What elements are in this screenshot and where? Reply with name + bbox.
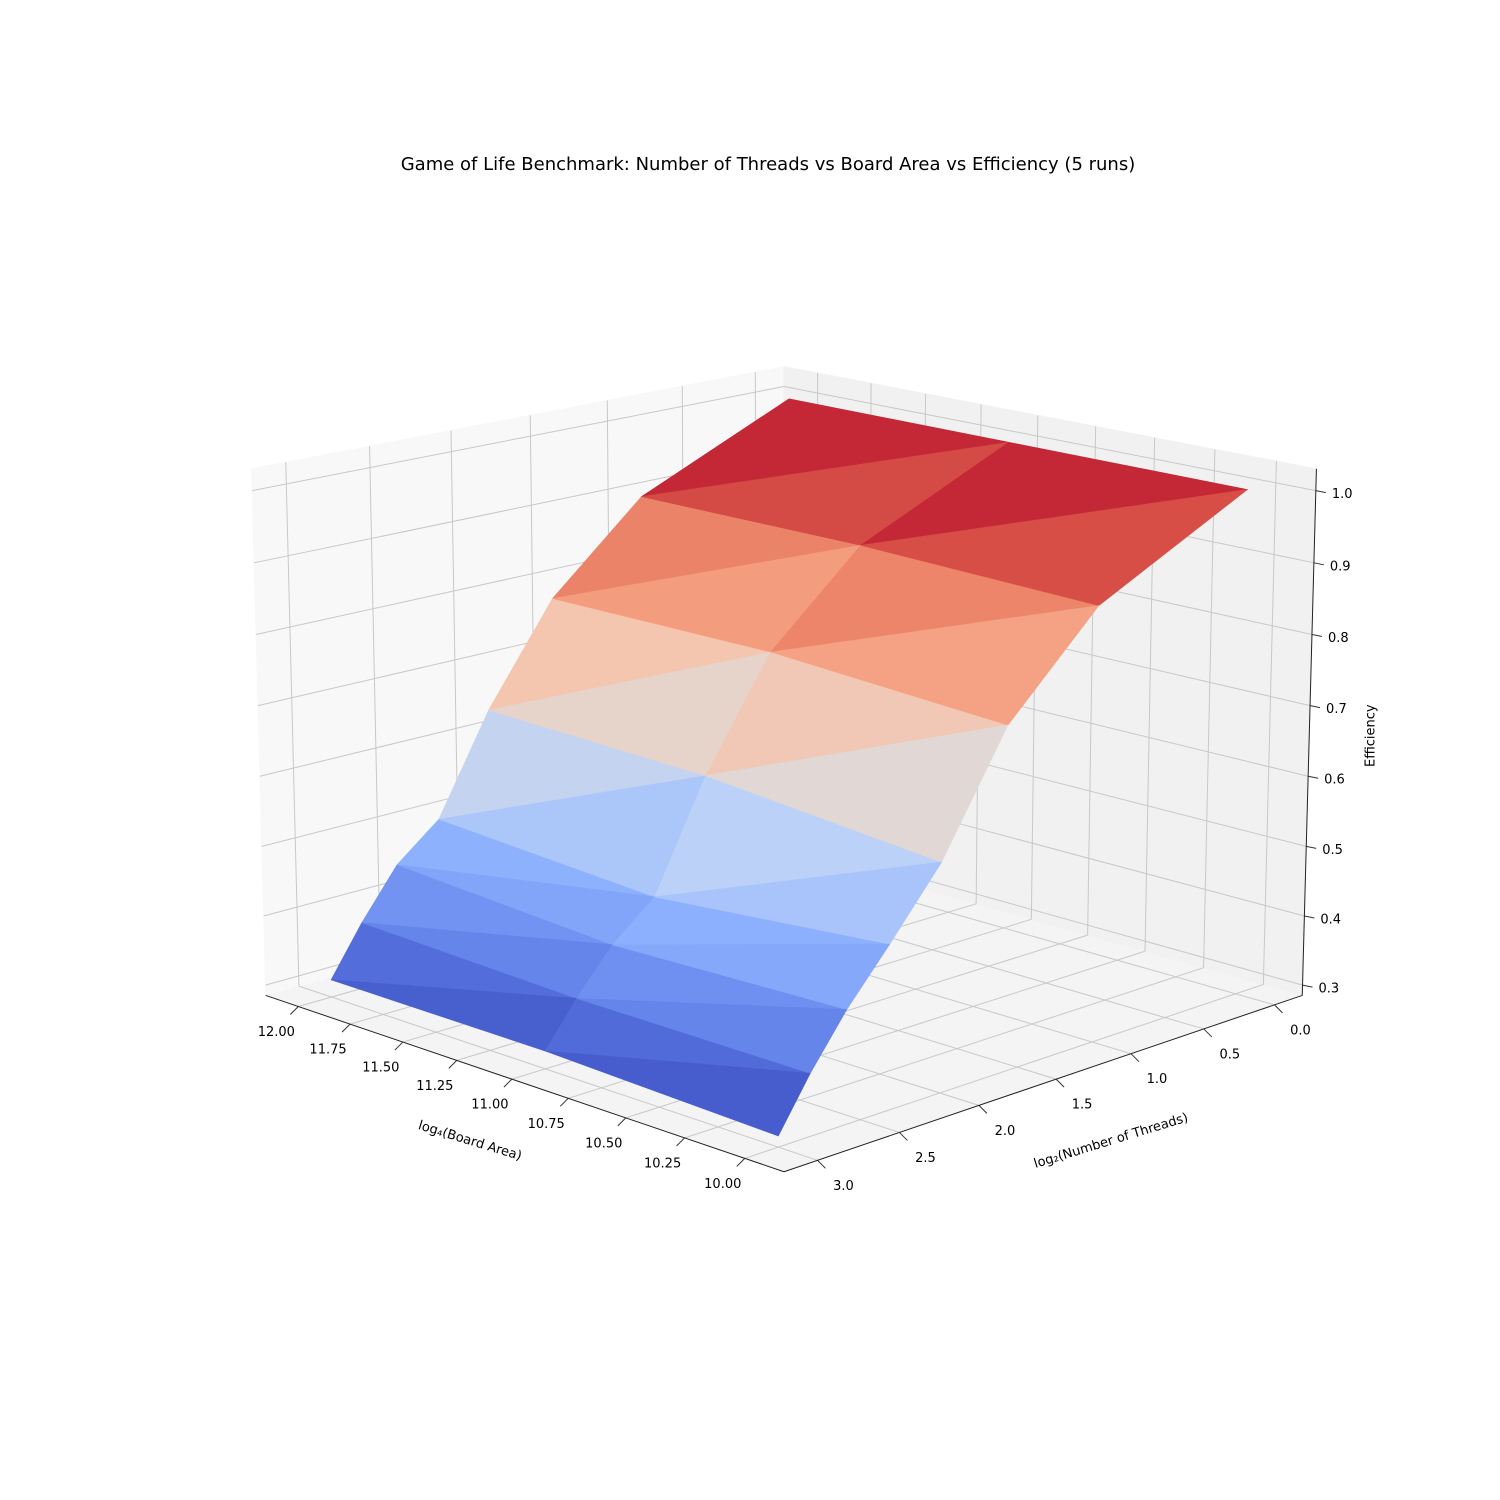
z-tick-label: 0.3 [1319,982,1340,997]
y-tick-label: 10.00 [704,1177,741,1192]
y-axis-line [265,994,785,1173]
tick-mark [448,1060,458,1069]
y-tick-label: 12.00 [258,1025,295,1040]
tick-mark [503,1078,513,1088]
tick-mark [736,1158,746,1167]
x-tick-label: 2.0 [995,1124,1016,1139]
z-axis-line [1301,468,1317,996]
y-tick-label: 11.50 [362,1061,399,1076]
z-axis-label: Efficiency [1364,704,1379,767]
z-tick-label: 0.6 [1324,773,1345,788]
z-tick-label: 0.9 [1330,559,1351,574]
tick-mark [899,1132,908,1141]
grid-line [1203,449,1216,968]
x-tick-label: 3.0 [833,1179,854,1194]
grid-line [369,446,381,964]
grid-line [298,985,818,1161]
surface-face [576,998,848,1074]
x-axis-line [783,994,1303,1173]
y-axis-label: log₄(Board Area) [416,1118,523,1164]
tick-mark [978,1105,988,1114]
tick-mark [817,1159,826,1169]
x-tick-label: 1.0 [1147,1072,1168,1087]
surface-face [612,943,891,1010]
grid-line [1262,461,1277,985]
tick-mark [1309,705,1321,709]
x-tick-label: 0.5 [1219,1047,1240,1062]
tick-mark [289,1006,299,1015]
tick-mark [617,1117,627,1127]
tick-mark [1130,1053,1140,1063]
tick-mark [1315,490,1326,494]
x-axis-label: log₂(Number of Threads) [1032,1111,1190,1172]
y-tick-label: 10.75 [528,1117,565,1132]
tick-mark [1302,984,1313,988]
tick-mark [341,1023,351,1033]
tick-mark [1274,1004,1283,1014]
x-tick-label: 0.0 [1290,1023,1311,1038]
y-tick-label: 10.50 [585,1136,622,1151]
tick-mark [1308,775,1319,779]
surface-face [654,861,943,945]
tick-mark [394,1041,404,1051]
y-tick-label: 10.25 [644,1156,681,1171]
z-tick-label: 0.8 [1328,631,1349,646]
tick-mark [676,1137,685,1147]
tick-mark [1313,562,1324,566]
z-tick-label: 1.0 [1332,487,1353,502]
z-tick-label: 0.5 [1322,843,1343,858]
surface-face [860,489,1249,606]
tick-mark [1311,633,1323,637]
tick-mark [1055,1078,1065,1088]
z-tick-label: 0.4 [1320,912,1341,927]
grid-line [252,386,785,492]
tick-mark [1304,915,1315,919]
z-tick-label: 0.7 [1326,702,1347,717]
y-tick-label: 11.25 [416,1079,453,1094]
x-tick-label: 2.5 [915,1151,936,1166]
grid-line [783,386,1316,492]
x-tick-label: 1.5 [1072,1098,1093,1113]
y-tick-label: 11.75 [309,1043,346,1058]
grid-line [285,462,300,987]
tick-mark [1306,845,1317,849]
surface-face [544,1050,811,1137]
tick-mark [1203,1028,1213,1038]
surface-face [770,605,1100,726]
chart-title: Game of Life Benchmark: Number of Thread… [401,154,1136,175]
y-tick-label: 11.00 [471,1098,508,1113]
tick-mark [559,1097,569,1107]
grid-line [744,984,1264,1159]
surface-face [704,724,1009,863]
